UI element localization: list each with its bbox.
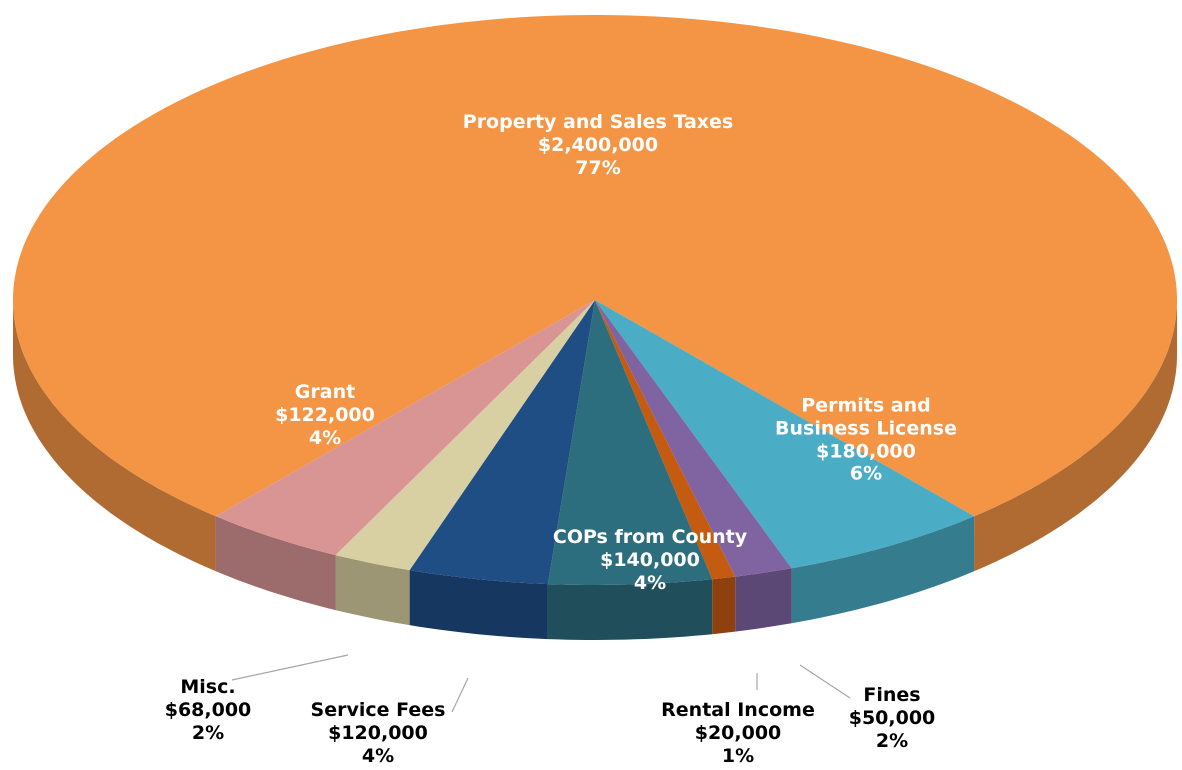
label-percent: 1%: [721, 744, 755, 767]
slice-side: [712, 576, 736, 635]
slice-side: [409, 570, 548, 640]
label-percent: 2%: [191, 721, 225, 744]
data-label: COPs from County $140,000 4%: [520, 526, 780, 594]
label-category: Rental Income: [661, 698, 815, 721]
data-label: Grant $122,000 4%: [255, 381, 395, 449]
label-value: $20,000: [694, 721, 782, 744]
label-category: Fines: [863, 683, 921, 706]
slice-side: [791, 516, 975, 624]
leader-line: [451, 677, 469, 713]
pie-tops: [13, 15, 1177, 585]
slice: [13, 15, 1177, 517]
label-category: Misc.: [180, 675, 236, 698]
label-value: $50,000: [848, 706, 936, 729]
label-value: $68,000: [164, 698, 252, 721]
label-category: Property and Sales Taxes: [462, 110, 734, 133]
slice-side: [735, 568, 792, 632]
label-value: $180,000: [816, 440, 916, 462]
label-percent: 4%: [361, 744, 395, 767]
label-percent: 4%: [633, 571, 667, 594]
slice-side: [215, 516, 336, 611]
label-percent: 2%: [875, 729, 909, 752]
slice: [595, 300, 736, 580]
data-label: Property and Sales Taxes $2,400,000 77%: [458, 111, 738, 179]
data-label: Rental Income $20,000 1%: [638, 699, 838, 767]
slice: [335, 300, 595, 571]
leader-line: [799, 664, 851, 699]
label-percent: 4%: [308, 426, 342, 449]
slice-side: [547, 579, 713, 640]
slice-side: [974, 300, 1177, 572]
label-value: $2,400,000: [537, 133, 659, 156]
slice-side: [13, 300, 216, 572]
label-percent: 6%: [849, 462, 883, 485]
data-label: Service Fees $120,000 4%: [278, 699, 478, 767]
label-category: Service Fees: [310, 698, 446, 721]
label-category: COPs from County: [552, 525, 748, 548]
label-category: Grant: [294, 380, 356, 403]
label-category: Permits and Business License: [775, 394, 957, 440]
slice: [595, 300, 975, 569]
label-value: $120,000: [328, 721, 428, 744]
slice: [409, 300, 595, 585]
label-value: $140,000: [600, 548, 700, 571]
slice: [595, 300, 792, 577]
slice: [215, 300, 595, 556]
label-value: $122,000: [275, 403, 375, 426]
slice: [547, 300, 713, 585]
data-label: Misc. $68,000 2%: [138, 676, 278, 744]
pie-sides: [13, 300, 1177, 640]
data-label: Permits and Business License $180,000 6%: [759, 394, 974, 485]
label-percent: 77%: [575, 156, 621, 179]
data-label: Fines $50,000 2%: [822, 684, 962, 752]
leader-line: [231, 654, 349, 681]
slice-side: [335, 555, 410, 626]
